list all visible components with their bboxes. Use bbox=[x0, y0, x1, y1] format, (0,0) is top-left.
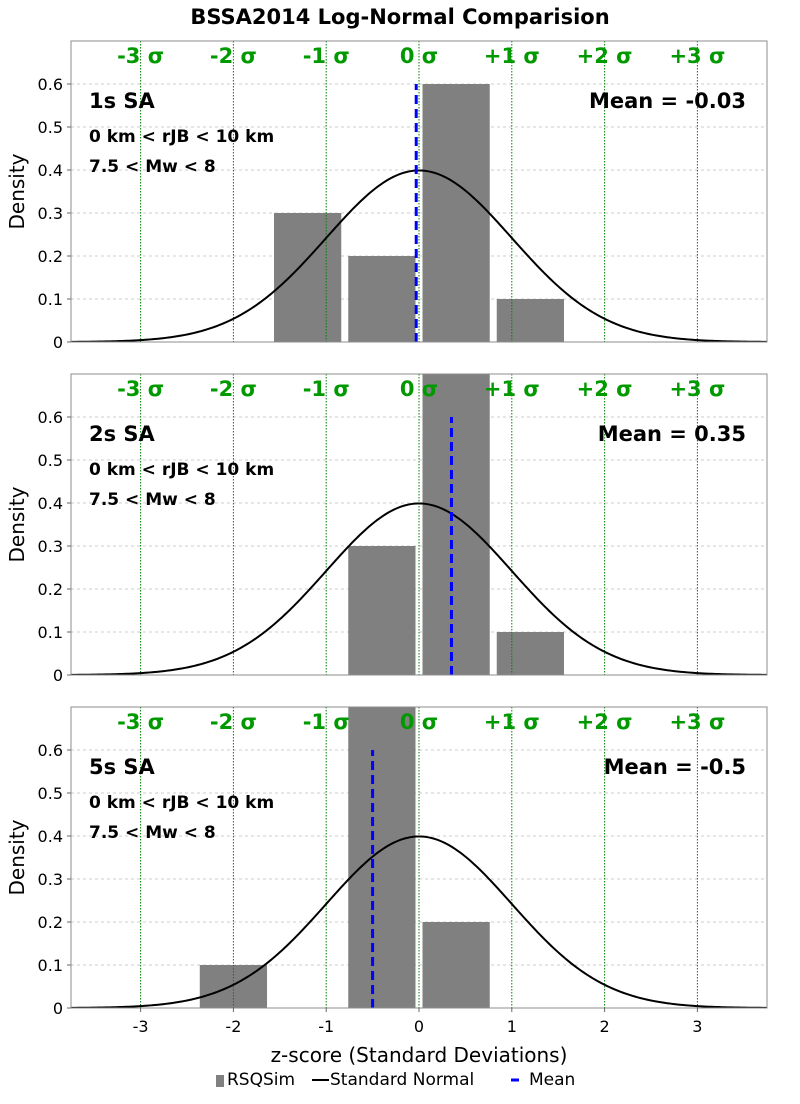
sigma-label: -1 σ bbox=[303, 44, 350, 68]
histogram-bar bbox=[348, 546, 416, 675]
y-tick-label: 0.3 bbox=[38, 204, 63, 223]
panel-label: 5s SA bbox=[89, 755, 156, 779]
histogram-bar bbox=[422, 922, 490, 1008]
panels: -3 σ -2 σ -1 σ 0 σ +1 σ +2 σ +3 σ 1s SA 0 km < r… bbox=[5, 40, 768, 1036]
panel-condition: 0 km < rJB < 10 km bbox=[89, 460, 274, 480]
x-tick-label: 3 bbox=[692, 1017, 702, 1036]
histogram-bar bbox=[348, 707, 416, 1008]
histogram-bar bbox=[422, 84, 490, 342]
normal-curve bbox=[71, 169, 767, 342]
sigma-label: +3 σ bbox=[669, 710, 725, 734]
legend-swatch-rsqsim bbox=[216, 1075, 224, 1087]
normal-curve bbox=[71, 502, 767, 675]
mean-annotation: Mean = -0.03 bbox=[589, 89, 746, 113]
y-axis-label: Density bbox=[5, 819, 29, 895]
y-tick-label: 0.2 bbox=[38, 247, 63, 266]
panel-label: 1s SA bbox=[89, 89, 156, 113]
y-axis-label: Density bbox=[5, 153, 29, 229]
y-tick-label: 0.3 bbox=[38, 870, 63, 889]
mean-annotation: Mean = -0.5 bbox=[604, 755, 746, 779]
legend-label-normal: Standard Normal bbox=[330, 1070, 474, 1090]
panel-2: -3 σ -2 σ -1 σ 0 σ +1 σ +2 σ +3 σ 2s SA 0 km < r… bbox=[5, 373, 768, 685]
panel-condition: 7.5 < Mw < 8 bbox=[89, 490, 216, 510]
normal-curve bbox=[71, 835, 767, 1008]
plot-marks bbox=[71, 41, 767, 342]
x-tick-label: 1 bbox=[507, 1017, 517, 1036]
plot-marks bbox=[71, 374, 767, 675]
sigma-label: -2 σ bbox=[210, 377, 257, 401]
y-tick-label: 0 bbox=[53, 999, 63, 1018]
x-axis-label: z-score (Standard Deviations) bbox=[271, 1043, 568, 1067]
y-tick-label: 0.2 bbox=[38, 913, 63, 932]
mean-annotation: Mean = 0.35 bbox=[598, 422, 746, 446]
x-tick-label: -3 bbox=[133, 1017, 149, 1036]
sigma-label: +1 σ bbox=[484, 377, 540, 401]
legend-label-rsqsim: RSQSim bbox=[227, 1070, 295, 1090]
legend-label-mean: Mean bbox=[529, 1070, 575, 1090]
sigma-label: -1 σ bbox=[303, 377, 350, 401]
sigma-label: +1 σ bbox=[484, 710, 540, 734]
y-tick-label: 0.4 bbox=[38, 494, 63, 513]
legend: RSQSim Standard Normal Mean bbox=[216, 1070, 575, 1090]
sigma-label: -3 σ bbox=[117, 377, 164, 401]
sigma-label: 0 σ bbox=[400, 377, 438, 401]
x-tick-label: 2 bbox=[600, 1017, 610, 1036]
sigma-label: +3 σ bbox=[669, 44, 725, 68]
y-tick-label: 0.5 bbox=[38, 784, 63, 803]
y-tick-label: 0 bbox=[53, 666, 63, 685]
sigma-label: +1 σ bbox=[484, 44, 540, 68]
y-tick-label: 0.5 bbox=[38, 118, 63, 137]
panel-3: -3 σ -2 σ -1 σ 0 σ +1 σ +2 σ +3 σ 5s SA 0 km < r… bbox=[5, 706, 768, 1036]
chart-title: BSSA2014 Log-Normal Comparision bbox=[190, 5, 609, 29]
sigma-label: -3 σ bbox=[117, 710, 164, 734]
plot-border bbox=[70, 373, 768, 676]
x-tick-label: -2 bbox=[225, 1017, 241, 1036]
x-tick-label: -1 bbox=[318, 1017, 334, 1036]
sigma-label: +2 σ bbox=[577, 377, 633, 401]
histogram-bar bbox=[348, 256, 416, 342]
panel-condition: 7.5 < Mw < 8 bbox=[89, 823, 216, 843]
sigma-label: +2 σ bbox=[577, 44, 633, 68]
panel-condition: 0 km < rJB < 10 km bbox=[89, 793, 274, 813]
panel-1: -3 σ -2 σ -1 σ 0 σ +1 σ +2 σ +3 σ 1s SA 0 km < r… bbox=[5, 40, 768, 352]
y-tick-label: 0.3 bbox=[38, 537, 63, 556]
y-tick-label: 0.1 bbox=[38, 290, 63, 309]
sigma-label: 0 σ bbox=[400, 44, 438, 68]
x-tick-label: 0 bbox=[414, 1017, 424, 1036]
plot-marks bbox=[71, 707, 767, 1008]
sigma-label: -2 σ bbox=[210, 710, 257, 734]
histogram-bar bbox=[422, 374, 490, 675]
panel-condition: 7.5 < Mw < 8 bbox=[89, 157, 216, 177]
histogram-bar bbox=[496, 632, 564, 675]
y-tick-label: 0.6 bbox=[38, 408, 63, 427]
sigma-label: -3 σ bbox=[117, 44, 164, 68]
y-axis-label: Density bbox=[5, 486, 29, 562]
panel-label: 2s SA bbox=[89, 422, 156, 446]
sigma-label: -2 σ bbox=[210, 44, 257, 68]
histogram-bar bbox=[496, 299, 564, 342]
y-tick-label: 0.6 bbox=[38, 741, 63, 760]
y-tick-label: 0.1 bbox=[38, 956, 63, 975]
sigma-label: -1 σ bbox=[303, 710, 350, 734]
y-tick-label: 0 bbox=[53, 333, 63, 352]
sigma-label: +2 σ bbox=[577, 710, 633, 734]
y-tick-label: 0.2 bbox=[38, 580, 63, 599]
y-tick-label: 0.6 bbox=[38, 75, 63, 94]
y-tick-label: 0.1 bbox=[38, 623, 63, 642]
y-tick-label: 0.4 bbox=[38, 161, 63, 180]
sigma-label: 0 σ bbox=[400, 710, 438, 734]
y-tick-label: 0.5 bbox=[38, 451, 63, 470]
sigma-label: +3 σ bbox=[669, 377, 725, 401]
y-tick-label: 0.4 bbox=[38, 827, 63, 846]
plot-border bbox=[70, 40, 768, 343]
panel-condition: 0 km < rJB < 10 km bbox=[89, 127, 274, 147]
